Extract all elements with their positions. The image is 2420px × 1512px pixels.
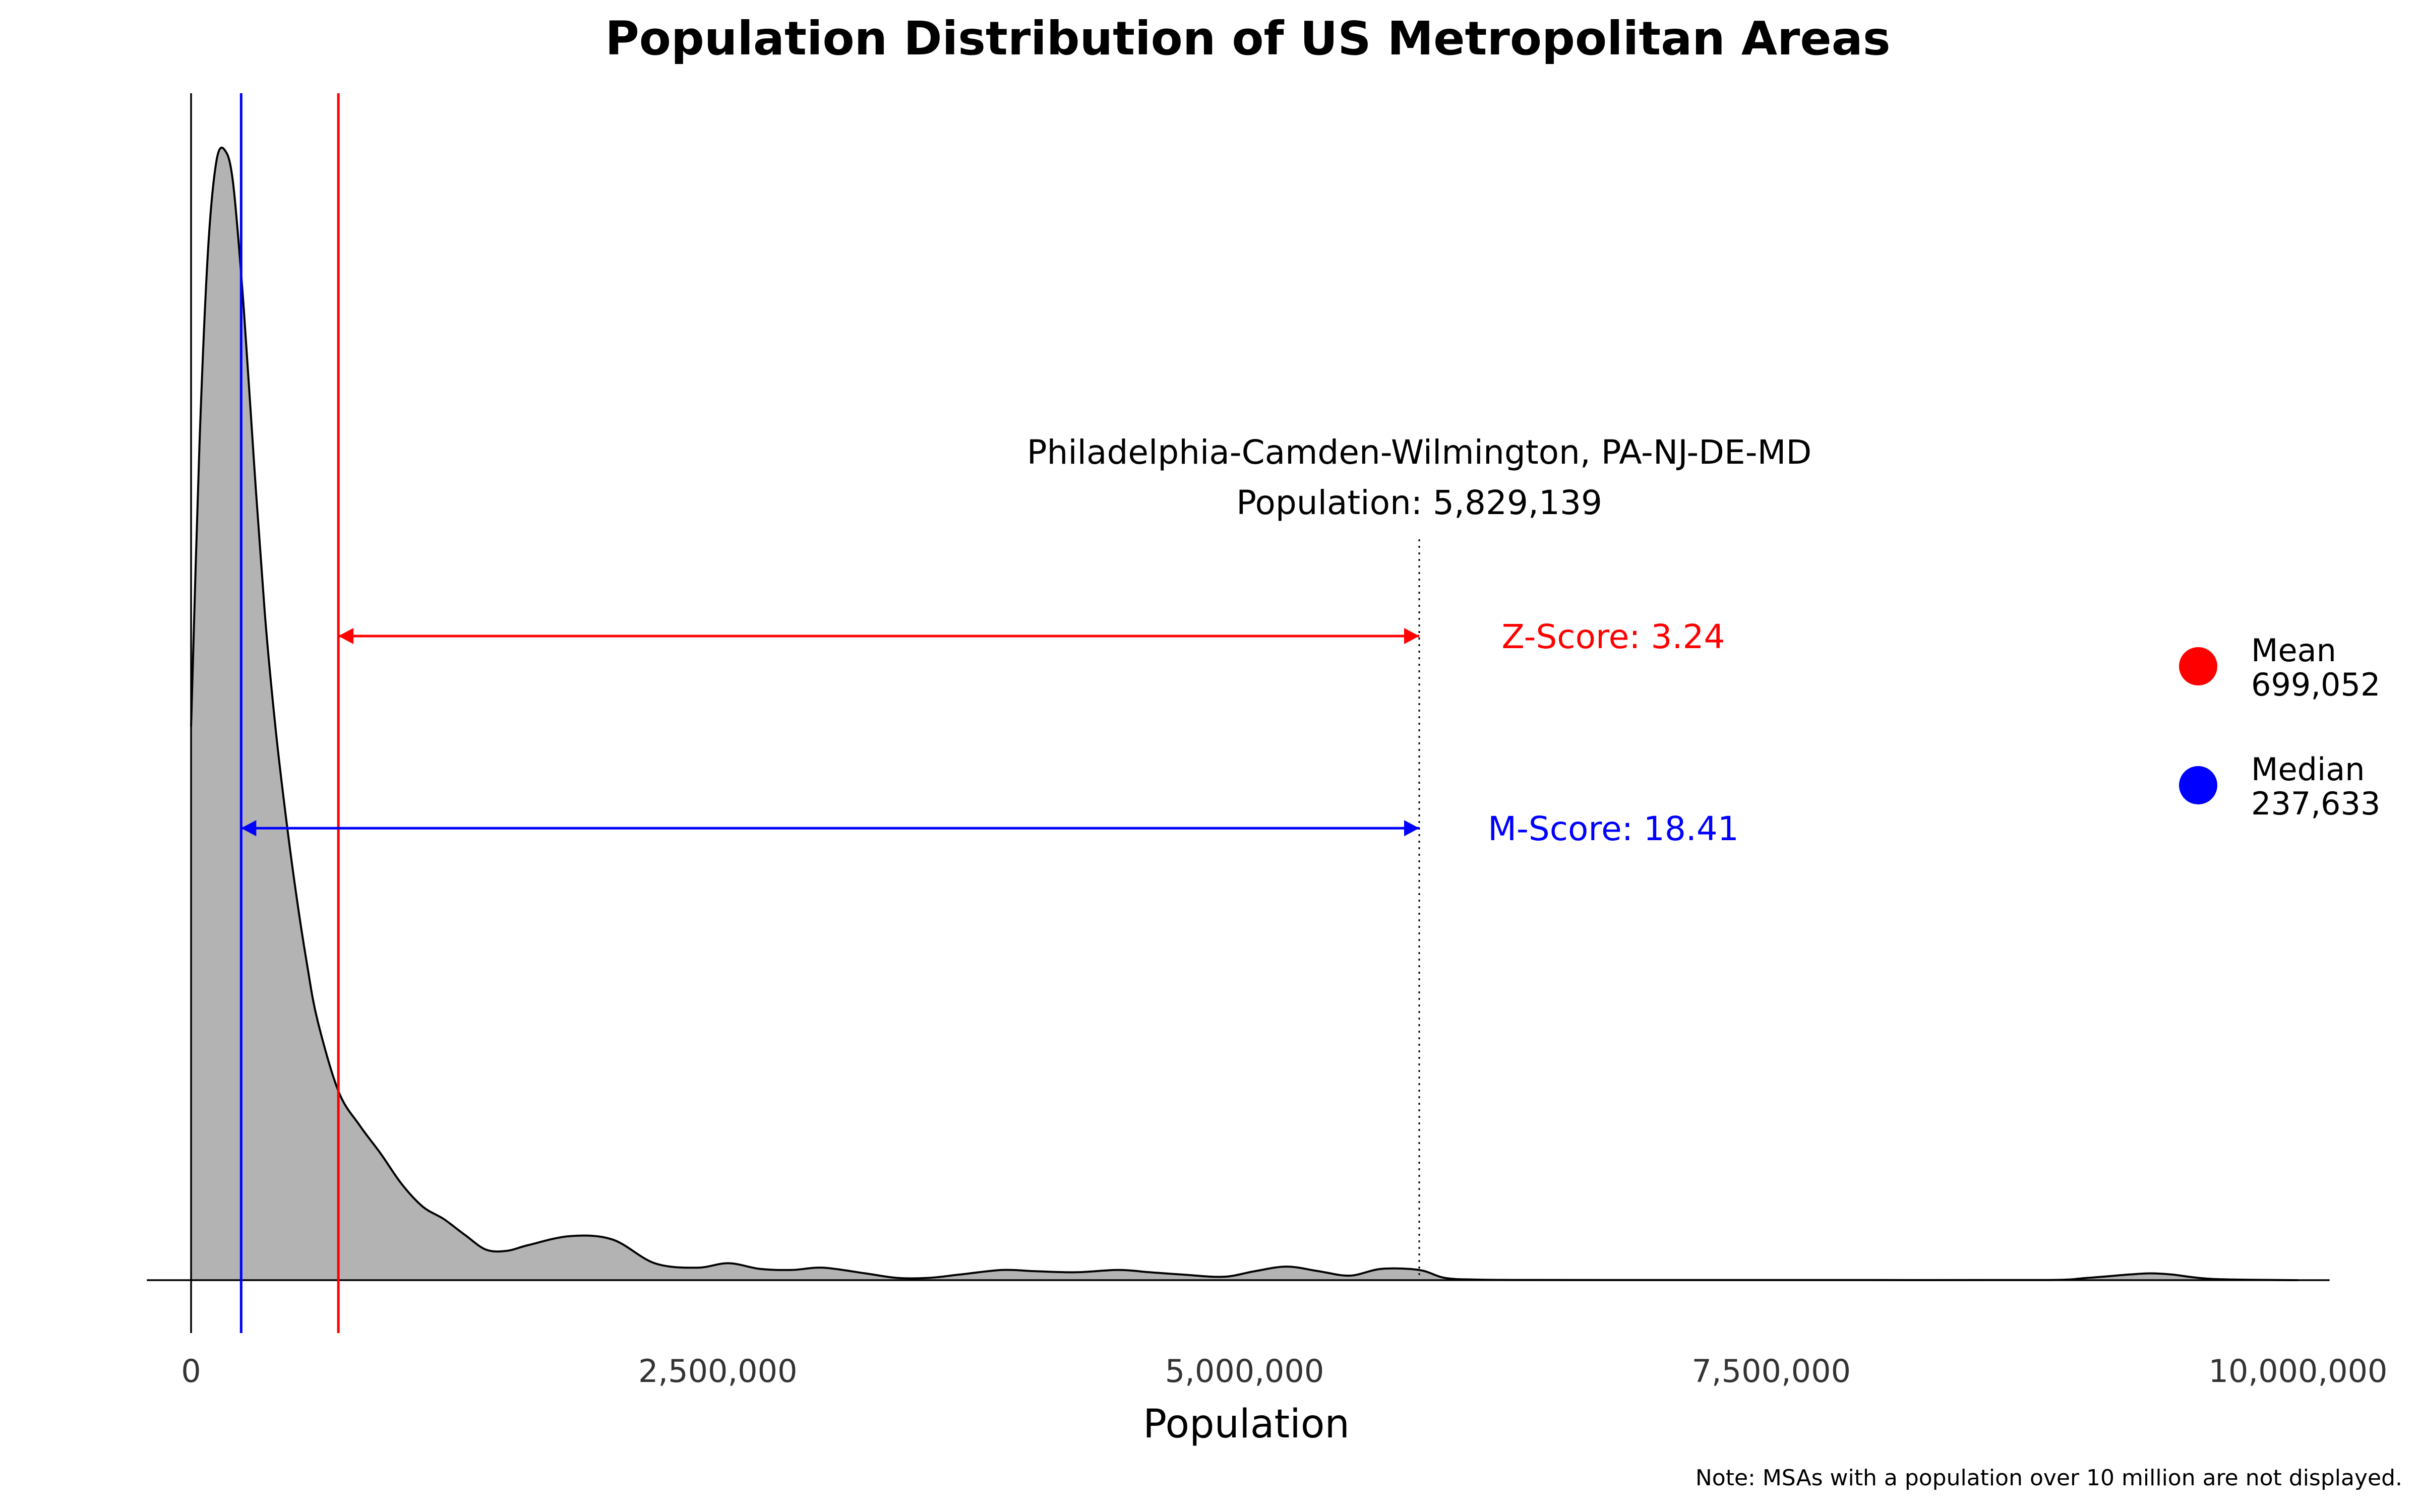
m-score-arrowhead-right — [1404, 820, 1419, 837]
x-tick-label: 7,500,000 — [1691, 1353, 1851, 1390]
x-axis-ticks: 0 2,500,000 5,000,000 7,500,000 10,000,000 — [181, 1353, 2387, 1390]
x-tick-label: 10,000,000 — [2209, 1353, 2388, 1390]
z-score-arrowhead-left — [338, 628, 354, 645]
legend: Mean 699,052 Median 237,633 — [2179, 632, 2380, 822]
legend-median-swatch — [2179, 766, 2217, 804]
score-arrows: Z-Score: 3.24 M-Score: 18.41 — [241, 617, 1739, 848]
chart-title: Population Distribution of US Metropolit… — [605, 12, 1890, 66]
legend-mean-value: 699,052 — [2251, 666, 2380, 703]
reference-lines — [147, 93, 2330, 1333]
legend-median-value: 237,633 — [2251, 785, 2380, 822]
m-score-label: M-Score: 18.41 — [1488, 809, 1739, 848]
legend-mean-label: Mean — [2251, 632, 2336, 669]
x-tick-label: 5,000,000 — [1165, 1353, 1324, 1390]
z-score-label: Z-Score: 3.24 — [1502, 617, 1725, 656]
footnote: Note: MSAs with a population over 10 mil… — [1696, 1465, 2402, 1491]
x-axis-label: Population — [1143, 1402, 1350, 1447]
legend-median-label: Median — [2251, 751, 2365, 788]
legend-mean-swatch — [2179, 647, 2217, 685]
m-score-arrowhead-left — [241, 820, 257, 837]
x-tick-label: 0 — [181, 1353, 201, 1390]
annotation-population: Population: 5,829,139 — [1236, 483, 1602, 522]
annotation-msa-name: Philadelphia-Camden-Wilmington, PA-NJ-DE… — [1027, 433, 1812, 472]
z-score-arrowhead-right — [1404, 628, 1419, 645]
x-tick-label: 2,500,000 — [638, 1353, 798, 1390]
